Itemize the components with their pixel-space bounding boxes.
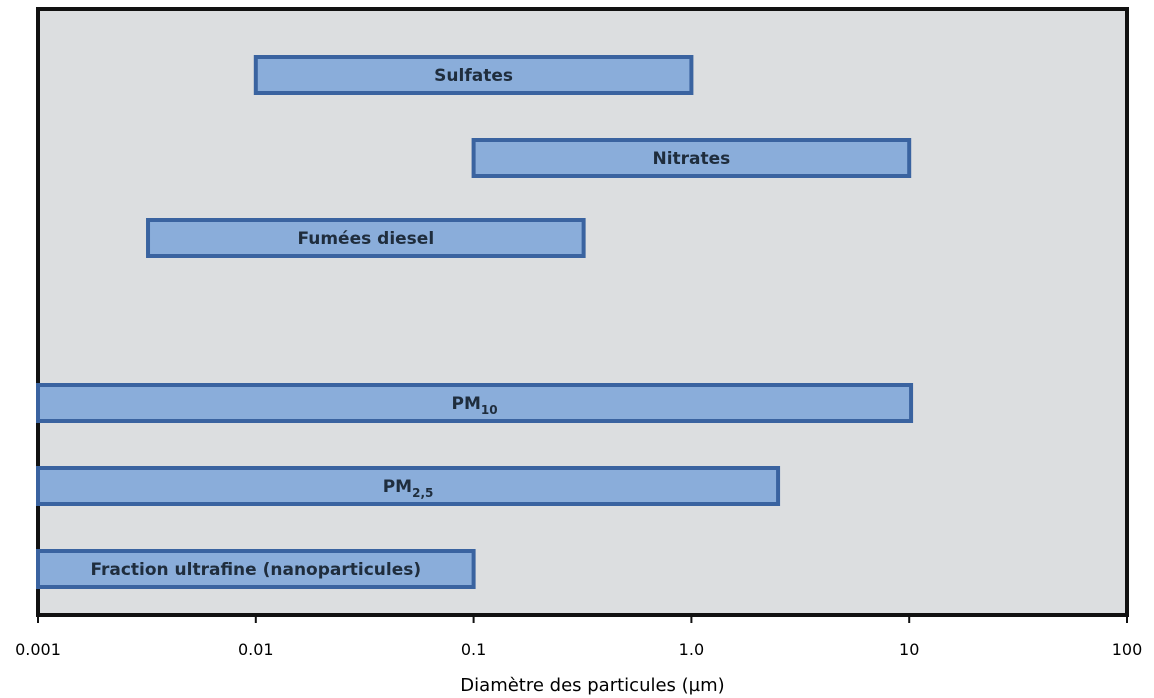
tick-label: 0.01 — [238, 640, 274, 659]
range-bar — [253, 55, 694, 95]
tick-label: 10 — [899, 640, 919, 659]
tick-label: 1.0 — [679, 640, 704, 659]
x-axis-title: Diamètre des particules (µm) — [460, 675, 724, 696]
bar-label: PM10 — [451, 394, 497, 417]
bar-label-text: Fraction ultrafine (nanoparticules) — [90, 560, 421, 580]
bar-label: PM2,5 — [383, 477, 434, 500]
plot-area — [36, 7, 1129, 617]
bar-label-text: Fumées diesel — [297, 229, 434, 249]
bar-label-subscript: 10 — [481, 403, 498, 417]
bar-label-text: Sulfates — [434, 66, 513, 86]
x-axis-ticks: 0.001 0.01 0.1 1.0 10 100 — [15, 615, 1142, 659]
range-bar — [36, 466, 781, 506]
bar-label-text: Nitrates — [652, 149, 730, 169]
bar-label: Fumées diesel — [297, 229, 434, 249]
range-bar — [146, 218, 586, 258]
range-bar — [36, 383, 914, 423]
range-bar — [36, 549, 476, 589]
bar-label: Sulfates — [434, 66, 513, 86]
bar-label: Fraction ultrafine (nanoparticules) — [90, 560, 421, 580]
bar-label-text: PM — [383, 477, 412, 497]
tick-label: 100 — [1112, 640, 1143, 659]
tick-label: 0.1 — [461, 640, 486, 659]
bar-label-text: PM — [451, 394, 480, 414]
range-bar — [471, 138, 912, 178]
bar-label-subscript: 2,5 — [412, 486, 433, 500]
tick-label: 0.001 — [15, 640, 61, 659]
bar-label: Nitrates — [652, 149, 730, 169]
